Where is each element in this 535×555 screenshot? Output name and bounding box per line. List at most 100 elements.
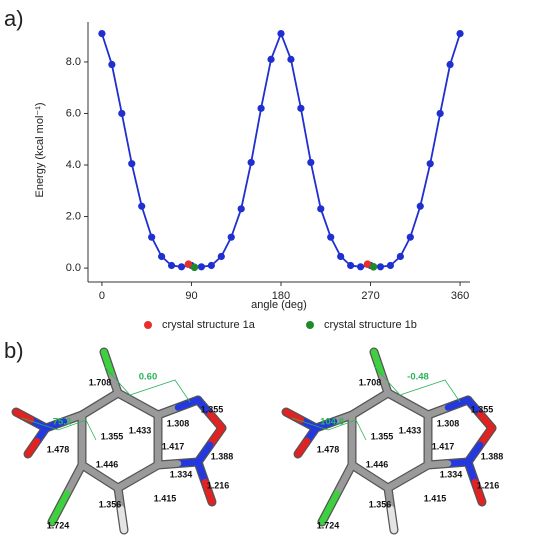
bond — [194, 441, 214, 466]
bond-length-label: 1.446 — [96, 459, 119, 469]
bond — [384, 484, 395, 513]
bond — [24, 437, 41, 458]
bond — [78, 461, 104, 480]
data-point — [376, 263, 385, 271]
legend-label: crystal structure 1a — [162, 319, 256, 331]
bond — [117, 505, 128, 534]
bond — [154, 460, 182, 469]
bond — [384, 389, 412, 408]
bond — [174, 458, 202, 467]
bond — [384, 473, 412, 492]
data-point — [158, 252, 166, 261]
y-axis-label: Energy (kcal mol⁻¹) — [34, 102, 46, 197]
bond-length-label: 1.334 — [170, 469, 193, 479]
bond — [377, 369, 392, 397]
bond-length-label: 1.415 — [154, 493, 177, 503]
crystal-point — [369, 262, 378, 271]
bond — [444, 396, 472, 411]
data-point — [267, 55, 275, 63]
bond-length-label: 1.216 — [207, 480, 230, 490]
crystal-point — [190, 263, 199, 272]
data-point — [406, 233, 414, 241]
bond — [100, 348, 115, 376]
legend-marker — [144, 321, 152, 329]
data-point — [446, 60, 454, 69]
data-point — [197, 263, 206, 271]
bond — [206, 424, 226, 449]
angle-label: 104.8 — [320, 417, 344, 428]
data-point — [317, 205, 325, 213]
x-tick-label: 0 — [99, 290, 105, 302]
x-tick-label: 90 — [185, 290, 197, 302]
data-point — [207, 261, 215, 270]
bond — [476, 424, 496, 449]
crystal-point — [184, 260, 193, 269]
bond — [370, 348, 385, 376]
bond — [404, 400, 432, 419]
bond — [78, 400, 104, 419]
bond — [114, 473, 142, 492]
dihedral-guide — [21, 417, 97, 441]
y-tick-label: 2.0 — [66, 210, 81, 222]
bond-length-label: 1.446 — [366, 459, 389, 469]
bond — [348, 400, 374, 419]
data-point — [337, 252, 345, 261]
bond — [444, 458, 472, 467]
bond — [318, 490, 341, 526]
molecules: 1.708 0.60 75.2 1.355 1.433 1.308 1.355 1.478 1.… — [11, 347, 503, 535]
bond-length-label: 1.724 — [47, 520, 70, 530]
bond — [366, 473, 392, 492]
bond — [464, 441, 484, 466]
bond-length-label: 1.355 — [101, 431, 124, 441]
bond — [404, 461, 432, 480]
bond — [333, 461, 356, 497]
bond-length-label: 1.216 — [477, 480, 500, 490]
bond-length-label: 1.334 — [440, 469, 463, 479]
angle-label: -0.48 — [407, 372, 429, 383]
bond — [174, 396, 202, 411]
bond-length-label: 1.388 — [211, 451, 234, 461]
bond-length-label: 1.478 — [317, 444, 340, 454]
data-point — [227, 233, 235, 241]
data-point — [327, 233, 335, 241]
data-point — [436, 109, 444, 118]
data-point — [297, 104, 305, 112]
bond-length-label: 1.433 — [399, 425, 422, 435]
data-point — [148, 233, 156, 241]
angle-label: 75.2 — [53, 417, 72, 428]
dihedral-guide — [291, 417, 367, 441]
data-point — [356, 263, 365, 271]
bond-length-label: 1.308 — [167, 418, 190, 428]
data-point — [277, 29, 285, 38]
bond — [464, 458, 479, 486]
legend-marker — [306, 321, 314, 329]
data-point — [386, 261, 395, 270]
data-point — [307, 158, 315, 167]
data-point — [287, 55, 295, 63]
bond — [12, 408, 35, 424]
bond — [134, 400, 162, 419]
data-point — [347, 261, 355, 270]
bond — [154, 404, 182, 419]
data-point — [426, 160, 434, 168]
data-point — [98, 29, 106, 38]
bond — [471, 478, 486, 506]
bond — [201, 478, 216, 506]
bond-length-label: 1.708 — [89, 377, 112, 387]
y-tick-label: 6.0 — [66, 107, 81, 119]
bond — [387, 505, 398, 534]
bond-length-label: 1.308 — [437, 418, 460, 428]
bond-length-label: 1.355 — [371, 431, 394, 441]
data-point — [138, 202, 146, 210]
bond — [48, 490, 71, 526]
data-point — [416, 202, 424, 210]
data-point — [108, 60, 116, 69]
bond — [424, 404, 452, 419]
data-point — [118, 109, 126, 118]
y-tick-label: 8.0 — [66, 56, 81, 68]
data-point — [396, 252, 404, 261]
bond — [348, 461, 374, 480]
bond-length-label: 1.433 — [129, 425, 152, 435]
energy-line — [101, 31, 461, 268]
